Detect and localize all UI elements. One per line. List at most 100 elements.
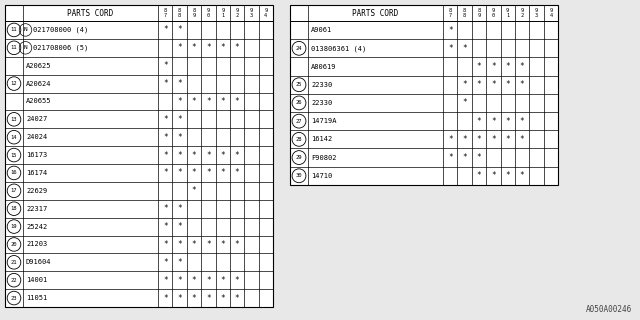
Text: *: * xyxy=(177,293,182,303)
Text: 9
0: 9 0 xyxy=(492,8,495,18)
Text: *: * xyxy=(191,151,196,160)
Text: 22330: 22330 xyxy=(311,100,332,106)
Text: A9061: A9061 xyxy=(311,27,332,33)
Text: *: * xyxy=(220,276,225,285)
Text: 9
4: 9 4 xyxy=(549,8,552,18)
Text: 14001: 14001 xyxy=(26,277,47,283)
Text: 22330: 22330 xyxy=(311,82,332,88)
Text: *: * xyxy=(220,97,225,106)
Text: *: * xyxy=(206,293,211,303)
Text: *: * xyxy=(206,151,211,160)
Text: *: * xyxy=(235,240,239,249)
Text: 20: 20 xyxy=(11,242,17,247)
Text: *: * xyxy=(163,151,168,160)
Text: A20624: A20624 xyxy=(26,81,51,87)
Text: 11: 11 xyxy=(11,45,17,50)
Text: *: * xyxy=(163,222,168,231)
Text: 9
2: 9 2 xyxy=(236,8,239,18)
Text: *: * xyxy=(191,276,196,285)
Text: *: * xyxy=(506,171,510,180)
Text: *: * xyxy=(163,133,168,142)
Text: *: * xyxy=(220,151,225,160)
Text: 22: 22 xyxy=(11,278,17,283)
Text: 9
2: 9 2 xyxy=(520,8,524,18)
Text: *: * xyxy=(506,62,510,71)
Text: 12: 12 xyxy=(11,81,17,86)
Text: *: * xyxy=(191,43,196,52)
Text: *: * xyxy=(177,276,182,285)
Text: *: * xyxy=(491,171,495,180)
Text: 8
9: 8 9 xyxy=(193,8,195,18)
Text: *: * xyxy=(491,135,495,144)
Text: *: * xyxy=(520,62,524,71)
Text: 22629: 22629 xyxy=(26,188,47,194)
Text: *: * xyxy=(206,276,211,285)
Text: 14719A: 14719A xyxy=(311,118,337,124)
Text: *: * xyxy=(191,240,196,249)
Text: *: * xyxy=(506,80,510,89)
Text: *: * xyxy=(491,62,495,71)
Text: *: * xyxy=(235,97,239,106)
Text: *: * xyxy=(191,97,196,106)
Text: *: * xyxy=(177,168,182,177)
Text: 8
7: 8 7 xyxy=(164,8,167,18)
Text: 30: 30 xyxy=(296,173,302,178)
Text: F90802: F90802 xyxy=(311,155,337,161)
Text: A20655: A20655 xyxy=(26,99,51,104)
Text: 9
3: 9 3 xyxy=(250,8,253,18)
Text: *: * xyxy=(220,43,225,52)
Text: 9
1: 9 1 xyxy=(506,8,509,18)
Text: 24024: 24024 xyxy=(26,134,47,140)
Text: *: * xyxy=(206,43,211,52)
Text: *: * xyxy=(448,135,452,144)
Text: *: * xyxy=(163,204,168,213)
Text: *: * xyxy=(477,117,481,126)
Text: *: * xyxy=(191,168,196,177)
Text: 25242: 25242 xyxy=(26,224,47,229)
Text: 8
8: 8 8 xyxy=(178,8,181,18)
Text: *: * xyxy=(206,168,211,177)
Text: *: * xyxy=(448,26,452,35)
Text: 16174: 16174 xyxy=(26,170,47,176)
Text: 17: 17 xyxy=(11,188,17,193)
Text: *: * xyxy=(163,258,168,267)
Text: 9
0: 9 0 xyxy=(207,8,210,18)
Text: *: * xyxy=(477,135,481,144)
Text: *: * xyxy=(448,44,452,53)
Text: *: * xyxy=(477,171,481,180)
Text: 8
9: 8 9 xyxy=(477,8,481,18)
Text: *: * xyxy=(477,80,481,89)
Text: 24: 24 xyxy=(296,46,302,51)
Text: *: * xyxy=(220,168,225,177)
Text: *: * xyxy=(520,171,524,180)
Text: 8
7: 8 7 xyxy=(449,8,452,18)
Text: *: * xyxy=(177,222,182,231)
Text: 21203: 21203 xyxy=(26,241,47,247)
Text: D91604: D91604 xyxy=(26,259,51,265)
Text: *: * xyxy=(520,80,524,89)
Text: *: * xyxy=(477,153,481,162)
Text: N: N xyxy=(24,45,28,50)
Text: 26: 26 xyxy=(296,100,302,105)
Text: 11: 11 xyxy=(11,28,17,32)
Text: 8
8: 8 8 xyxy=(463,8,466,18)
Text: *: * xyxy=(177,151,182,160)
Text: *: * xyxy=(206,97,211,106)
Text: 29: 29 xyxy=(296,155,302,160)
Text: *: * xyxy=(206,240,211,249)
Text: *: * xyxy=(462,44,467,53)
Text: *: * xyxy=(220,240,225,249)
Text: 9
4: 9 4 xyxy=(264,8,268,18)
Text: *: * xyxy=(163,276,168,285)
Bar xyxy=(290,5,558,185)
Text: *: * xyxy=(163,25,168,35)
Text: A80619: A80619 xyxy=(311,64,337,69)
Text: *: * xyxy=(491,117,495,126)
Text: 11051: 11051 xyxy=(26,295,47,301)
Text: 14710: 14710 xyxy=(311,173,332,179)
Text: *: * xyxy=(177,97,182,106)
Text: *: * xyxy=(520,117,524,126)
Text: *: * xyxy=(235,293,239,303)
Text: 9
1: 9 1 xyxy=(221,8,224,18)
Text: *: * xyxy=(462,80,467,89)
